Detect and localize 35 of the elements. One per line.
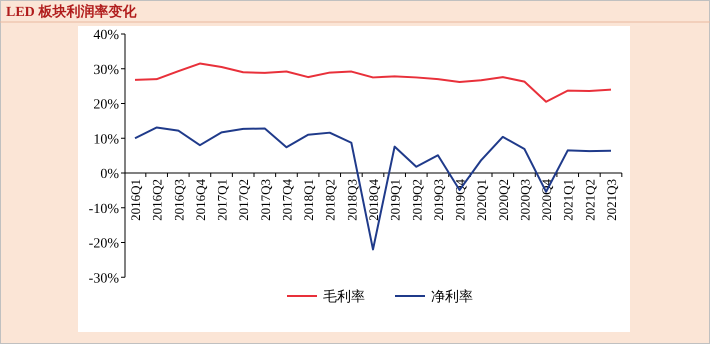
x-tick-label: 2021Q3	[604, 179, 619, 221]
y-tick-label: -10%	[88, 202, 120, 217]
y-tick-label: -20%	[88, 236, 120, 252]
x-tick-label: 2020Q2	[496, 179, 511, 221]
y-tick-label: 0%	[100, 167, 120, 182]
x-tick-label: 2016Q1	[128, 179, 143, 221]
x-tick-label: 2021Q2	[582, 179, 598, 221]
chart-title: LED 板块利润率变化	[6, 3, 138, 20]
x-tick-label: 2020Q4	[539, 178, 554, 221]
x-tick-label: 2019Q4	[452, 178, 468, 221]
x-tick-label: 2018Q1	[301, 179, 316, 221]
x-tick-label: 2017Q4	[279, 178, 294, 221]
x-tick-label: 2018Q3	[344, 179, 360, 221]
x-tick-label: 2020Q3	[517, 179, 532, 221]
x-tick-label: 2018Q4	[366, 178, 381, 221]
y-tick-label: -30%	[88, 271, 120, 286]
x-tick-label: 2017Q2	[236, 179, 252, 221]
x-tick-label: 2019Q1	[388, 179, 403, 221]
x-tick-label: 2016Q2	[150, 179, 165, 221]
y-tick-label: 40%	[93, 28, 120, 43]
x-tick-label: 2018Q2	[322, 179, 338, 221]
x-tick-label: 2019Q3	[430, 179, 446, 221]
y-tick-label: 10%	[93, 132, 120, 148]
x-tick-label: 2017Q1	[214, 179, 230, 221]
line-series	[134, 62, 612, 103]
x-tick-label: 2016Q3	[171, 179, 186, 221]
x-tick-label: 2021Q1	[560, 179, 576, 221]
y-tick-label: 30%	[93, 62, 120, 78]
y-tick-label: 20%	[93, 98, 120, 112]
x-tick-label: 2017Q3	[258, 179, 273, 221]
x-tick-label: 2020Q1	[474, 179, 490, 221]
legend-label: 净利率	[431, 289, 473, 305]
x-tick-label: 2016Q4	[192, 178, 208, 221]
legend-label: 毛利率	[323, 289, 365, 305]
x-tick-label: 2019Q2	[409, 179, 424, 221]
